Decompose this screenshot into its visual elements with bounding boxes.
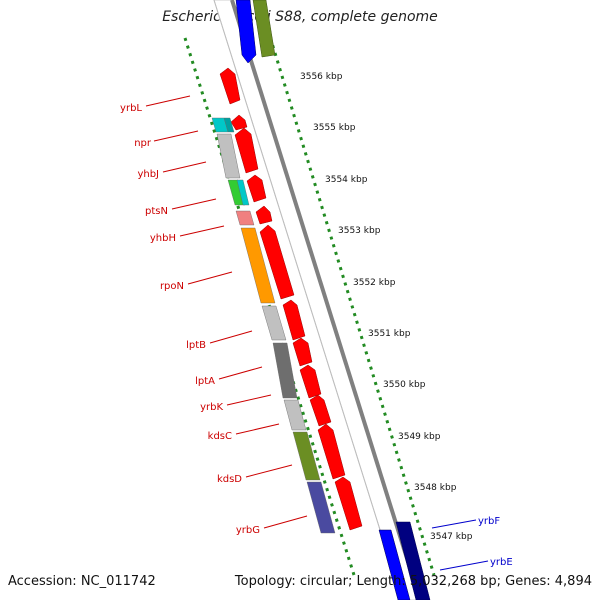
gene-label-rpoN: rpoN: [160, 281, 184, 292]
backbone: [213, 0, 422, 600]
scale-label: 3549 kbp: [398, 432, 441, 442]
gene-label-yrbF: yrbF: [478, 516, 500, 527]
gene-label-kdsC: kdsC: [208, 431, 232, 442]
gene-label-yrbL: yrbL: [120, 103, 142, 114]
right-leaders: [431, 519, 489, 571]
gene-label-ptsN: ptsN: [145, 206, 168, 217]
gene-label-lptB: lptB: [186, 340, 206, 351]
gene-label-lptA: lptA: [195, 376, 215, 387]
gene-label-kdsD: kdsD: [217, 474, 242, 485]
scale-label: 3554 kbp: [325, 175, 368, 185]
top-genes: [235, 0, 276, 64]
bottom-genes: [378, 521, 431, 600]
gene-label-npr: npr: [134, 138, 152, 149]
gene-label-yhbJ: yhbJ: [137, 169, 159, 180]
scale-label: 3555 kbp: [313, 123, 356, 133]
gene-labels-right: yrbF yrbE: [478, 516, 513, 568]
scale-label: 3552 kbp: [353, 278, 396, 288]
gene-label-yrbG: yrbG: [236, 525, 260, 536]
scale-label: 3547 kbp: [430, 532, 473, 542]
gene-label-yrbE: yrbE: [490, 557, 513, 568]
scale-label: 3556 kbp: [300, 72, 343, 82]
scale-label: 3553 kbp: [338, 226, 381, 236]
gene-labels-left: yrbL npr yhbJ ptsN yhbH rpoN lptB lptA y…: [120, 103, 260, 536]
scale-label: 3550 kbp: [383, 380, 426, 390]
accession-text: Accession: NC_011742: [8, 574, 156, 589]
scale-labels: 3556 kbp 3555 kbp 3554 kbp 3553 kbp 3552…: [300, 72, 473, 542]
gene-label-yhbH: yhbH: [150, 233, 176, 244]
genome-summary-text: Topology: circular; Length: 5,032,268 bp…: [234, 574, 592, 589]
forward-genes: [219, 67, 363, 531]
scale-label: 3551 kbp: [368, 329, 411, 339]
gene-label-yrbK: yrbK: [200, 402, 223, 413]
scale-label: 3548 kbp: [414, 483, 457, 493]
outer-ring: [266, 29, 436, 576]
left-leaders: [145, 95, 308, 529]
reverse-genes: [211, 117, 336, 534]
